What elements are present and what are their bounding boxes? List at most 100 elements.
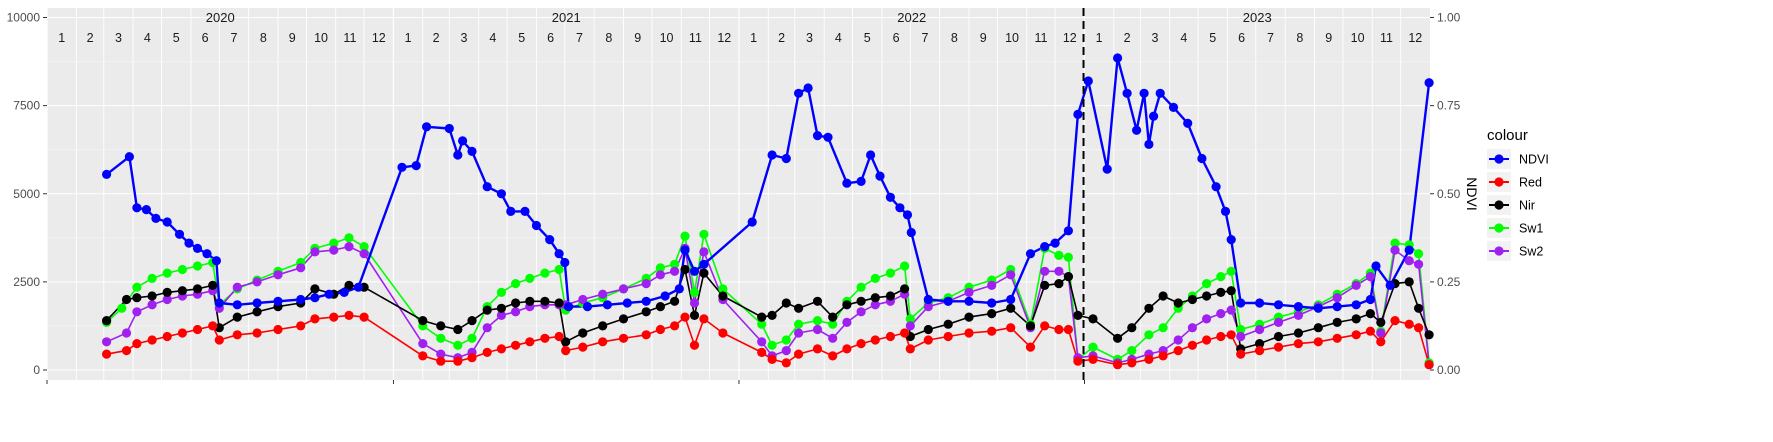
data-point-sw2: [699, 247, 709, 257]
data-point-red: [641, 330, 651, 340]
strip-month-label: 2: [778, 31, 785, 45]
data-point-red: [162, 331, 172, 342]
data-point-nir: [812, 296, 823, 306]
data-point-sw2: [359, 249, 369, 259]
data-point-sw2: [1187, 323, 1197, 333]
data-point-nir: [510, 298, 521, 308]
data-point-sw2: [273, 270, 283, 280]
strip-month-label: 1: [405, 31, 412, 45]
data-point-sw1: [1236, 324, 1246, 335]
data-point-red: [964, 328, 974, 338]
data-point-sw2: [828, 333, 838, 343]
data-point-sw1: [1144, 330, 1154, 340]
data-point-red: [680, 312, 690, 322]
data-point-ndvi: [296, 294, 306, 305]
data-point-sw2: [232, 282, 242, 292]
data-point-sw2: [1293, 310, 1303, 320]
data-point-nir: [1144, 303, 1154, 313]
data-point-ndvi: [885, 192, 896, 202]
data-point-sw1: [132, 282, 142, 292]
data-point-nir: [1202, 291, 1212, 301]
y-left-tick-label: 2500: [13, 275, 40, 289]
data-point-ndvi: [151, 213, 161, 223]
data-point-sw1: [117, 303, 127, 313]
data-point-nir: [1273, 331, 1284, 342]
strip-month-label: 4: [1180, 31, 1187, 45]
data-point-sw1: [1226, 266, 1236, 276]
data-point-nir: [1040, 280, 1050, 290]
data-point-red: [987, 326, 997, 336]
data-point-ndvi: [1313, 303, 1323, 313]
data-point-ndvi: [747, 217, 757, 227]
data-point-sw2: [598, 289, 608, 299]
data-point-ndvi: [856, 176, 866, 186]
strip-month-label: 8: [260, 31, 267, 45]
data-point-red: [418, 351, 428, 361]
legend-title: colour: [1487, 127, 1528, 144]
data-point-red: [1332, 333, 1342, 343]
data-point-sw2: [987, 280, 997, 290]
data-point-ndvi: [1040, 242, 1050, 252]
strip-month-label: 1: [1096, 31, 1103, 45]
data-point-sw2: [1236, 331, 1246, 342]
data-point-ndvi: [680, 245, 690, 255]
data-point-red: [1006, 323, 1016, 333]
data-point-nir: [1063, 272, 1073, 282]
data-point-sw2: [1273, 317, 1284, 327]
data-point-ndvi: [842, 178, 852, 188]
strip-month-label: 4: [144, 31, 151, 45]
data-point-nir: [310, 284, 320, 294]
data-point-nir: [1158, 291, 1168, 301]
data-point-nir: [453, 324, 463, 335]
data-point-nir: [1313, 323, 1323, 333]
data-point-nir: [943, 319, 953, 329]
legend-key-point: [1494, 223, 1504, 233]
data-point-ndvi: [1144, 139, 1154, 149]
data-point-sw1: [177, 264, 187, 275]
strip-month-label: 6: [1238, 31, 1245, 45]
data-point-ndvi: [1183, 118, 1193, 128]
data-point-sw1: [162, 268, 172, 278]
data-point-sw1: [467, 333, 477, 343]
data-point-sw1: [812, 316, 823, 326]
data-point-ndvi: [554, 249, 564, 259]
strip-month-label: 12: [1063, 31, 1077, 45]
data-point-ndvi: [1083, 76, 1093, 86]
data-point-ndvi: [162, 217, 172, 227]
data-point-sw1: [344, 233, 354, 243]
data-point-nir: [1404, 277, 1414, 287]
data-point-ndvi: [252, 298, 262, 308]
data-point-ndvi: [1168, 102, 1179, 112]
data-point-nir: [641, 307, 651, 317]
data-point-ndvi: [902, 210, 913, 220]
data-point-red: [1226, 330, 1236, 340]
data-point-sw2: [923, 302, 933, 312]
data-point-nir: [1414, 303, 1424, 313]
data-point-nir: [1226, 286, 1236, 296]
data-point-sw1: [655, 263, 666, 273]
data-point-nir: [689, 310, 700, 320]
data-point-sw2: [812, 324, 823, 335]
data-point-nir: [828, 312, 838, 322]
data-point-nir: [923, 324, 933, 335]
strip-month-label: 1: [58, 31, 65, 45]
data-point-nir: [418, 316, 428, 326]
data-point-ndvi: [1424, 78, 1434, 88]
data-point-red: [1273, 342, 1284, 352]
data-point-red: [1073, 356, 1083, 366]
data-point-sw2: [418, 339, 428, 349]
strip-month-label: 5: [1209, 31, 1216, 45]
data-point-nir: [1365, 309, 1375, 319]
data-point-sw2: [689, 298, 700, 308]
data-point-ndvi: [1273, 300, 1284, 310]
data-point-ndvi: [699, 259, 709, 269]
data-point-red: [923, 335, 933, 345]
strip-month-label: 7: [1267, 31, 1274, 45]
data-point-sw1: [900, 261, 910, 271]
data-point-red: [344, 310, 354, 320]
data-point-red: [767, 354, 777, 364]
data-point-nir: [1173, 298, 1183, 308]
data-point-red: [132, 339, 142, 349]
axes: 0 2500 5000 7500 10000 0.00 0.25 0.50 0.75 1.00 ND…: [7, 11, 1480, 384]
data-point-red: [510, 340, 521, 350]
